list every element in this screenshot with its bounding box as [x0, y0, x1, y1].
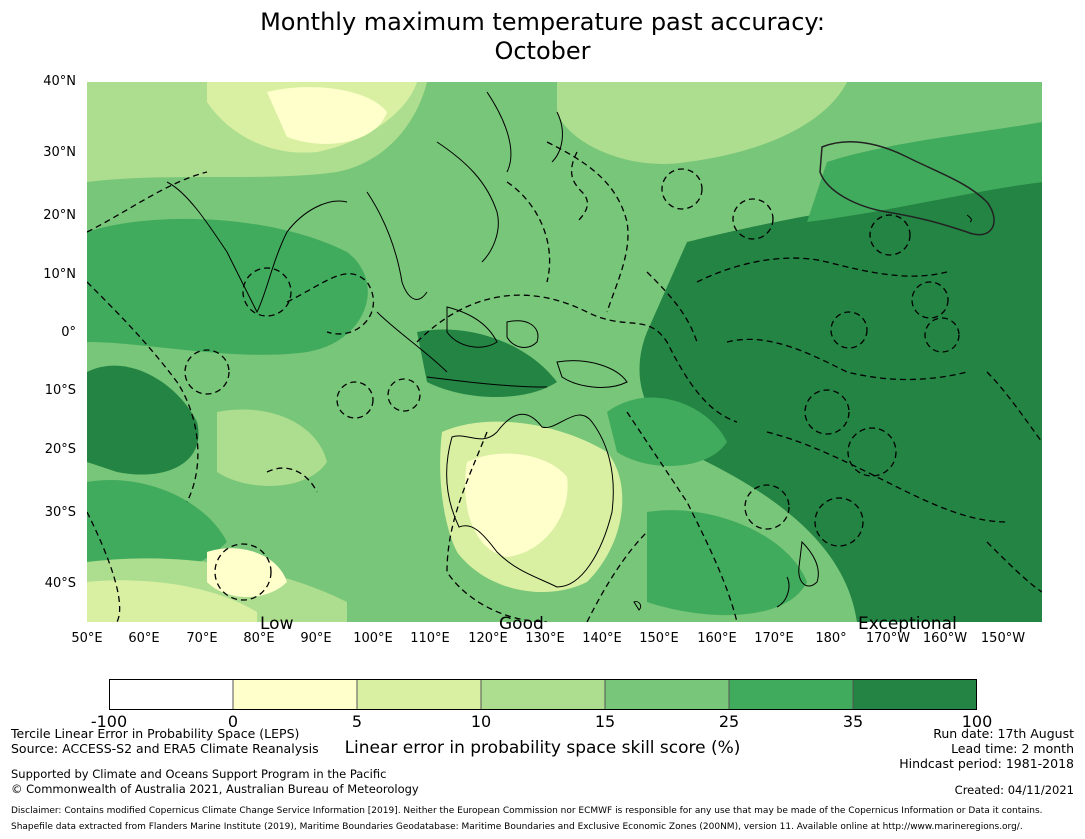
- lat-label-30s: 30°S: [44, 505, 76, 520]
- lead-time-text: Lead time: 2 month: [951, 741, 1074, 756]
- lon-label: 160°W: [922, 631, 968, 646]
- skill-map-svg: [87, 82, 1042, 622]
- lat-label-10n: 10°N: [43, 267, 76, 282]
- colorbar-bin: [729, 679, 853, 710]
- skill-very-low-regions: [207, 87, 568, 597]
- lon-label: 140°E: [582, 631, 622, 646]
- source-text: Source: ACCESS-S2 and ERA5 Climate Reana…: [11, 741, 319, 756]
- colorbar-tick: 0: [227, 712, 239, 731]
- copyright-text: © Commonwealth of Australia 2021, Austra…: [11, 782, 419, 796]
- skill-very-good-regions: [87, 122, 1042, 616]
- lat-label-40n: 40°N: [43, 74, 76, 89]
- lat-label-0: 0°: [61, 325, 76, 340]
- lon-label: 110°E: [410, 631, 450, 646]
- lon-label: 80°E: [243, 631, 275, 646]
- category-low-label: Low: [260, 614, 294, 634]
- support-text: Supported by Climate and Oceans Support …: [11, 767, 387, 781]
- lat-label-20n: 20°N: [43, 208, 76, 223]
- lon-label: 160°E: [697, 631, 737, 646]
- colorbar-dividers: [232, 679, 854, 710]
- category-exceptional-label: Exceptional: [858, 614, 957, 634]
- hindcast-text: Hindcast period: 1981-2018: [899, 756, 1074, 771]
- colorbar-frame: [109, 679, 977, 710]
- colorbar-tick: 35: [842, 712, 864, 731]
- lon-label: 70°E: [186, 631, 218, 646]
- colorbar-bin: [605, 679, 729, 710]
- colorbar-tick: -100: [90, 712, 128, 731]
- lon-label: 50°E: [71, 631, 103, 646]
- lat-label-10s: 10°S: [44, 383, 76, 398]
- colorbar-bin: [233, 679, 357, 710]
- skill-map: [87, 82, 1042, 622]
- lon-label: 170°W: [865, 631, 911, 646]
- coastlines: [166, 91, 972, 611]
- colorbar-tick: 15: [594, 712, 616, 731]
- colorbar-bin: [109, 679, 233, 710]
- colorbar-tick: 100: [961, 712, 993, 731]
- lon-label: 180°: [815, 631, 847, 646]
- shapefile-credit-text: Shapefile data extracted from Flanders M…: [11, 822, 1023, 832]
- colorbar-svg: [109, 679, 977, 710]
- colorbar-bin: [357, 679, 481, 710]
- map-subtitle: October: [494, 37, 591, 65]
- lon-label: 60°E: [128, 631, 160, 646]
- disclaimer-text: Disclaimer: Contains modified Copernicus…: [11, 806, 1043, 816]
- eez-boundaries: [87, 141, 1042, 622]
- colorbar-tick: 25: [718, 712, 740, 731]
- lat-label-30n: 30°N: [43, 145, 76, 160]
- lat-label-20s: 20°S: [44, 442, 76, 457]
- colorbar-bin: [853, 679, 977, 710]
- lon-label: 170°E: [754, 631, 794, 646]
- lon-label: 120°E: [468, 631, 508, 646]
- colorbar-tick: 10: [470, 712, 492, 731]
- method-text: Tercile Linear Error in Probability Spac…: [11, 726, 300, 741]
- lon-label: 90°E: [300, 631, 332, 646]
- colorbar-label: Linear error in probability space skill …: [344, 738, 741, 758]
- colorbar-tick: 5: [351, 712, 363, 731]
- colorbar: [109, 679, 977, 710]
- lon-label: 150°E: [639, 631, 679, 646]
- lon-label: 130°E: [525, 631, 565, 646]
- lat-label-40s: 40°S: [44, 576, 76, 591]
- run-date-text: Run date: 17th August: [933, 726, 1074, 741]
- category-good-label: Good: [499, 614, 544, 634]
- boundary-outline: [819, 141, 995, 236]
- map-title: Monthly maximum temperature past accurac…: [260, 8, 825, 36]
- lon-label: 100°E: [353, 631, 393, 646]
- colorbar-bin: [481, 679, 605, 710]
- created-text: Created: 04/11/2021: [954, 783, 1074, 797]
- lon-label: 150°W: [980, 631, 1026, 646]
